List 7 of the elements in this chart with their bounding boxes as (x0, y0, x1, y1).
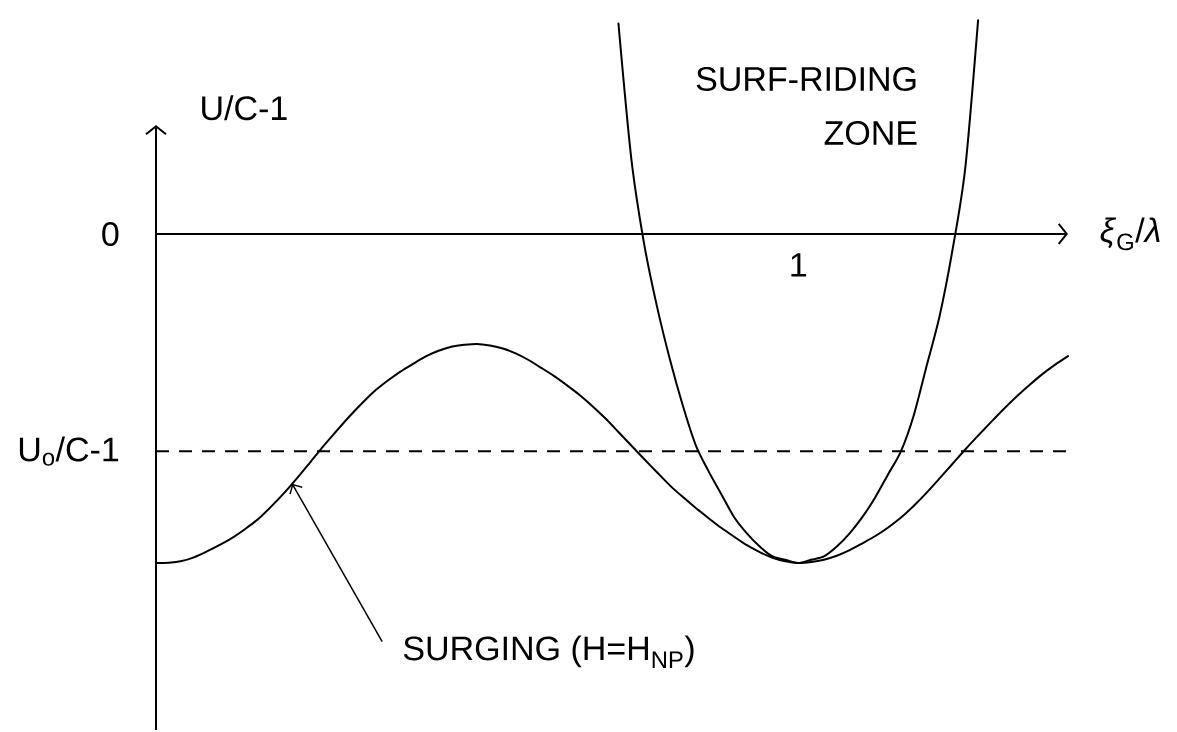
text: 0 (102, 221, 119, 247)
annotation: SURF-RIDING ZONE (696, 66, 917, 146)
y-axis-title: U/C-1 (202, 95, 287, 121)
annotation: 1 (791, 253, 807, 277)
x-axis-title: ξ$_{G}$/λ (1100, 217, 1160, 251)
ref-line-label: U$_{o}$/C-1 (19, 436, 119, 466)
text: SURGING (H=H$_{NP}$) (403, 635, 694, 668)
